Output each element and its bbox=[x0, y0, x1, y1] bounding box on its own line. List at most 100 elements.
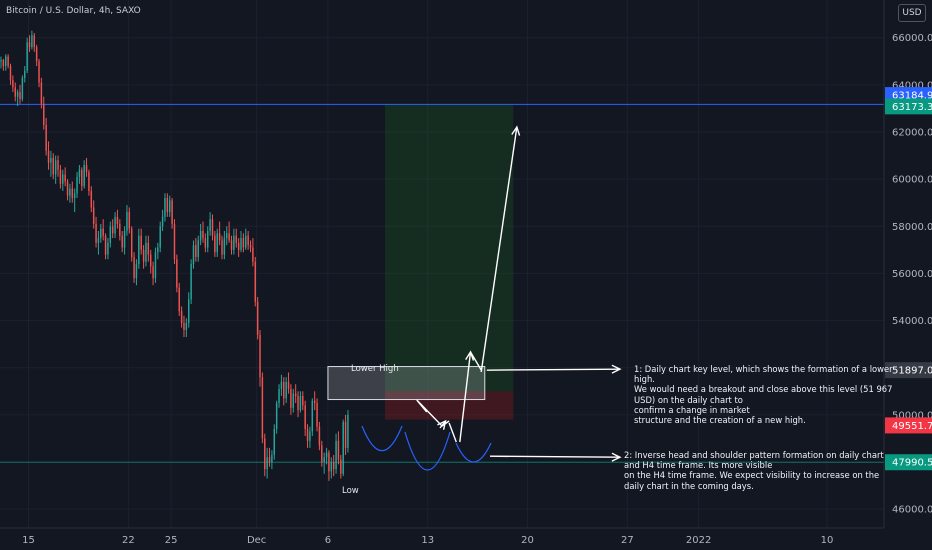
candle-body bbox=[83, 165, 85, 187]
candle-body bbox=[218, 233, 221, 241]
candle-body bbox=[130, 228, 133, 257]
key-level-box bbox=[327, 366, 486, 401]
candle-body bbox=[342, 421, 344, 474]
note1-arrow-head bbox=[611, 364, 622, 374]
candle-body bbox=[195, 245, 197, 257]
candle-body bbox=[292, 393, 295, 408]
candle-body bbox=[166, 198, 169, 213]
candle-body bbox=[54, 160, 57, 175]
candle-body bbox=[306, 429, 309, 441]
candle-body bbox=[59, 169, 62, 184]
candle-body bbox=[157, 247, 159, 253]
note1-arrow bbox=[486, 368, 621, 371]
price-label: 49551.7 bbox=[885, 417, 932, 434]
candle-body bbox=[85, 165, 88, 173]
candle-body bbox=[261, 377, 264, 439]
candle-body bbox=[71, 188, 74, 198]
price-tick-label: 62000.0 bbox=[892, 128, 932, 139]
candle-body bbox=[347, 414, 349, 448]
note2-arrow-head bbox=[611, 452, 622, 462]
candle-body bbox=[31, 35, 33, 48]
candle-body bbox=[100, 228, 102, 239]
price-tick-label: 66000.0 bbox=[892, 33, 932, 44]
candle-body bbox=[43, 103, 45, 125]
candle-body bbox=[344, 421, 347, 448]
candle-body bbox=[192, 245, 195, 264]
key-level-rect bbox=[327, 366, 486, 401]
candle-body bbox=[273, 429, 276, 455]
projection-path-2 bbox=[448, 422, 457, 443]
price-label: 47990.5 bbox=[885, 454, 932, 471]
candle-body bbox=[121, 235, 123, 248]
note-line: and H4 time frame. Its more visible bbox=[624, 460, 773, 471]
candle-body bbox=[164, 198, 166, 217]
currency-button[interactable]: USD bbox=[898, 4, 926, 22]
candle-body bbox=[64, 174, 66, 182]
candle-body bbox=[40, 82, 43, 104]
note-line: 2: Inverse head and shoulder pattern for… bbox=[624, 450, 884, 460]
time-tick-label: 22 bbox=[122, 535, 135, 546]
candle-body bbox=[266, 457, 268, 470]
candle-body bbox=[50, 157, 52, 163]
price-label-bg bbox=[885, 362, 932, 379]
candle-body bbox=[259, 334, 261, 378]
position-zones bbox=[384, 104, 514, 420]
candle-body bbox=[309, 431, 311, 441]
price-tick-label: 46000.0 bbox=[892, 505, 932, 516]
candle-body bbox=[268, 457, 271, 462]
candle-body bbox=[202, 231, 204, 239]
candle-body bbox=[228, 233, 230, 241]
candle-body bbox=[116, 216, 119, 224]
note-line: confirm a change in market bbox=[634, 404, 750, 415]
candle-body bbox=[226, 233, 228, 239]
symbol-title: Bitcoin / U.S. Dollar, 4h, SAXO bbox=[6, 6, 141, 16]
candle-body bbox=[128, 212, 131, 229]
candle-body bbox=[199, 231, 202, 241]
projection-path-3 bbox=[469, 351, 482, 371]
note-key-level: 1: Daily chart key level, which shows th… bbox=[634, 364, 893, 425]
candle-body bbox=[52, 157, 55, 175]
price-label: 63173.3 bbox=[885, 98, 932, 115]
candle-body bbox=[104, 235, 107, 255]
time-tick-label: 27 bbox=[621, 535, 634, 546]
candle-body bbox=[233, 235, 235, 250]
candle-body bbox=[14, 87, 16, 97]
note-line: on the H4 time frame. We expect visibili… bbox=[624, 470, 880, 481]
candle-body bbox=[242, 238, 245, 248]
price-label-bg bbox=[885, 417, 932, 434]
candle-body bbox=[109, 226, 112, 243]
candle-body bbox=[114, 216, 116, 234]
candle-body bbox=[45, 124, 47, 151]
note-line: high. bbox=[634, 374, 655, 385]
candle-body bbox=[7, 56, 9, 66]
time-tick-label: 10 bbox=[821, 535, 834, 546]
candle-body bbox=[187, 299, 190, 323]
candle-body bbox=[28, 42, 31, 48]
candle-body bbox=[161, 216, 164, 227]
candle-body bbox=[147, 242, 150, 255]
candle-body bbox=[340, 459, 342, 474]
time-axis[interactable]: 15 22 25 Dec 6 13 20 27 2022 10 bbox=[22, 535, 833, 546]
candle-body bbox=[332, 462, 335, 470]
candle-body bbox=[73, 193, 76, 198]
candle-body bbox=[47, 150, 50, 163]
candle-body bbox=[111, 226, 114, 234]
candle-body bbox=[247, 235, 249, 246]
profit-zone bbox=[384, 104, 514, 392]
candle-body bbox=[278, 388, 280, 404]
projection-arrow-3-head bbox=[511, 125, 521, 136]
candle-body bbox=[102, 228, 104, 236]
candle-body bbox=[171, 200, 173, 224]
candle-body bbox=[328, 452, 330, 472]
candle-body bbox=[24, 70, 26, 78]
candle-body bbox=[123, 231, 126, 248]
candle-body bbox=[321, 445, 323, 462]
price-tick-label: 60000.0 bbox=[892, 175, 932, 186]
candle-body bbox=[235, 235, 237, 243]
price-label-bg bbox=[885, 454, 932, 471]
projection-arrow-3 bbox=[480, 126, 518, 373]
drawings bbox=[361, 125, 622, 471]
candle-body bbox=[280, 381, 283, 389]
